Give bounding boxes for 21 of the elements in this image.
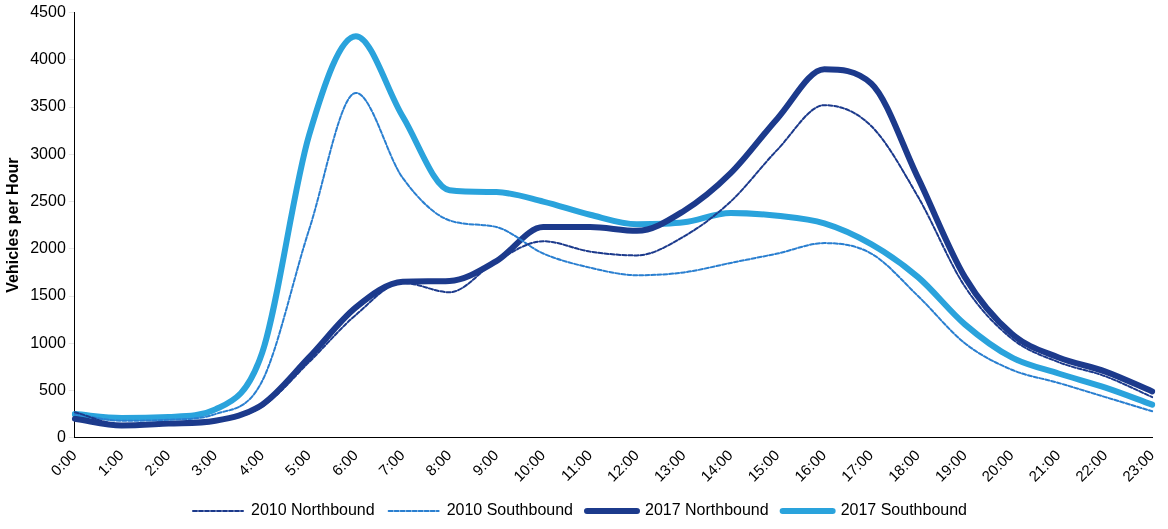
legend-label: 2010 Southbound (446, 501, 573, 519)
x-tick-label: 4:00 (234, 446, 268, 479)
y-tick-label: 1500 (30, 286, 66, 304)
y-tick-label: 2000 (30, 239, 66, 257)
x-tick-label: 6:00 (328, 446, 361, 479)
x-tick-label: 3:00 (187, 446, 221, 479)
x-tick-label: 7:00 (375, 446, 408, 479)
legend-label: 2017 Northbound (645, 501, 769, 519)
y-tick-label: 4500 (30, 3, 66, 21)
legend-label: 2010 Northbound (251, 501, 375, 519)
y-tick-label: 2500 (30, 191, 66, 209)
x-tick-label: 0:00 (47, 446, 80, 479)
y-tick-label: 0 (56, 428, 66, 446)
y-tick-label: 4000 (30, 50, 66, 68)
x-tick-label: 9:00 (468, 446, 502, 479)
y-tick-label: 3000 (30, 144, 66, 162)
y-tick-label: 3500 (30, 97, 66, 115)
y-axis-title: Vehicles per Hour (4, 157, 22, 293)
legend-label: 2017 Southbound (840, 501, 967, 519)
y-tick-label: 1000 (30, 333, 66, 351)
y-tick-label: 500 (39, 380, 66, 398)
